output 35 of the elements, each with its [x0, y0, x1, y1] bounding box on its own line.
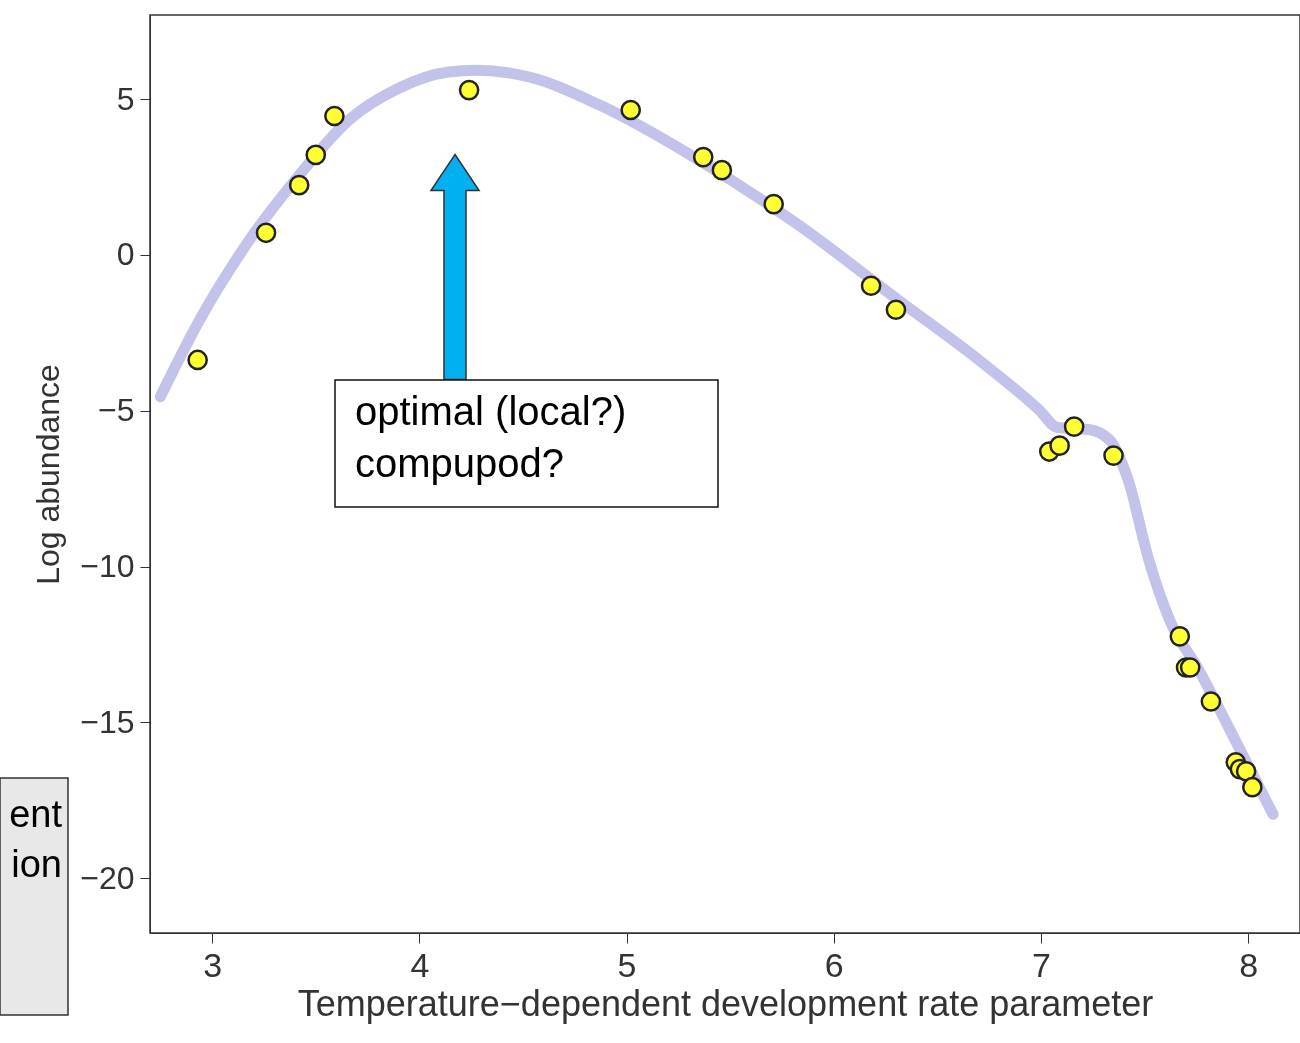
annotation: optimal (local?) compupod? — [355, 389, 627, 485]
x-tick-label: 6 — [824, 945, 844, 984]
point — [1063, 416, 1085, 437]
x-tick-label: 4 — [410, 945, 430, 984]
y-tick-label: −10 — [80, 548, 135, 585]
point — [255, 222, 277, 244]
point — [711, 159, 733, 181]
y-tick-label: −5 — [98, 392, 135, 429]
y-tick-label: 5 — [116, 80, 135, 117]
point — [1103, 445, 1124, 466]
point — [187, 349, 208, 371]
x-tick-label: 3 — [203, 945, 223, 984]
x-axis-title: Temperature−dependent development rate parameter — [297, 982, 1154, 1024]
y-tick-label: 0 — [116, 236, 135, 273]
text: ent ion — [9, 793, 63, 885]
x-tick-label: 5 — [617, 945, 637, 984]
point — [1049, 435, 1070, 456]
point — [692, 146, 714, 168]
point — [305, 144, 327, 166]
y-tick-label: −20 — [80, 859, 135, 896]
y-axis-title: Log abundance — [30, 364, 67, 585]
point — [288, 174, 310, 196]
point — [763, 193, 785, 215]
x-tick-label: 7 — [1032, 945, 1051, 984]
point — [860, 275, 882, 297]
point — [324, 105, 345, 127]
y-tick-label: −15 — [80, 703, 135, 740]
point — [1235, 760, 1257, 782]
point — [458, 79, 480, 101]
point — [1242, 776, 1263, 798]
point — [885, 299, 907, 321]
x-tick-label: 8 — [1239, 945, 1259, 984]
point — [1169, 626, 1191, 647]
point — [1200, 691, 1222, 712]
point — [620, 99, 642, 121]
